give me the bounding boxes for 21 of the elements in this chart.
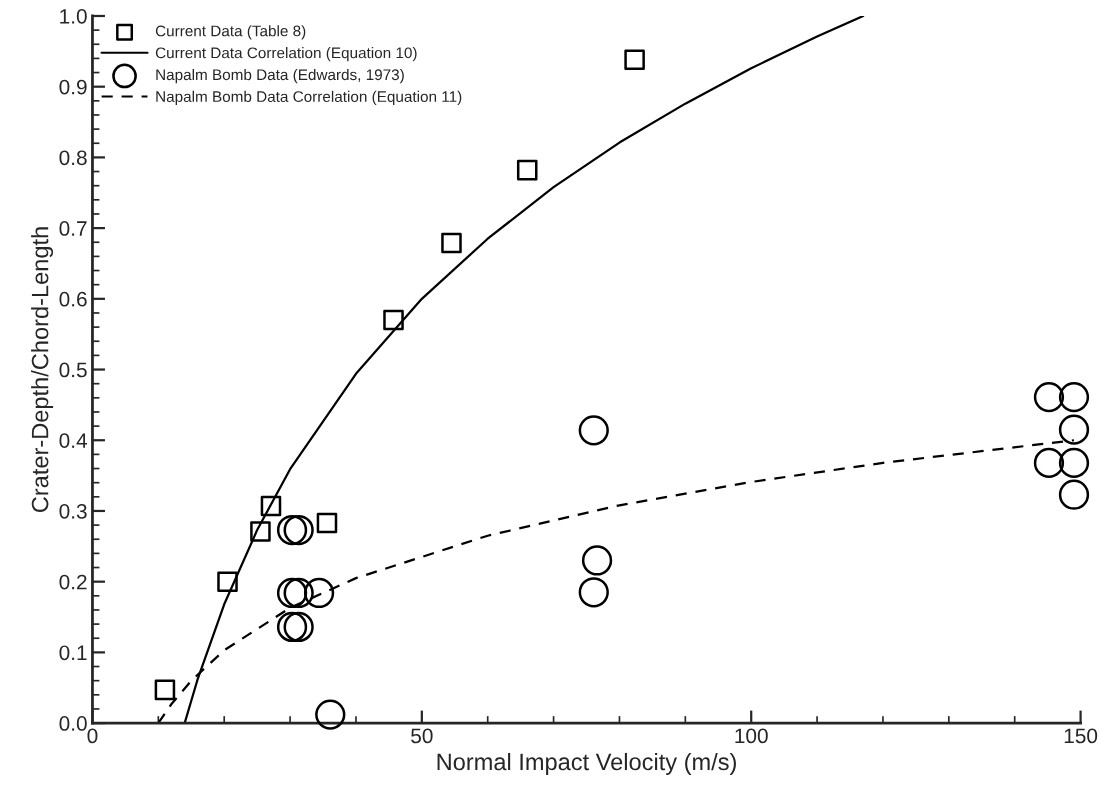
y-tick-label: 0.4 bbox=[59, 433, 87, 448]
y-tick-label: 0.9 bbox=[59, 79, 87, 95]
x-axis-title: Normal Impact Velocity (m/s) bbox=[437, 752, 736, 775]
y-tick-label: 0.8 bbox=[59, 150, 87, 166]
y-tick-label: 0.3 bbox=[59, 503, 87, 519]
x-tick-label: 100 bbox=[735, 728, 768, 744]
y-tick-label: 0.2 bbox=[59, 574, 87, 590]
y-tick-label: 0.1 bbox=[59, 645, 87, 661]
x-tick-label: 0 bbox=[87, 728, 98, 744]
y-tick-label: 0.7 bbox=[59, 221, 87, 236]
y-tick-label: 1.0 bbox=[60, 8, 87, 24]
x-tick-label: 150 bbox=[1064, 728, 1098, 744]
legend-label: Current Data (Table 8) bbox=[155, 25, 306, 40]
x-tick-label: 50 bbox=[411, 728, 433, 744]
y-tick-label: 0.5 bbox=[59, 362, 87, 378]
y-axis-title: Crater-Depth/Chord-Length bbox=[31, 227, 54, 513]
legend-label: Current Data Correlation (Equation 10) bbox=[155, 47, 417, 62]
legend-label: Napalm Bomb Data Correlation (Equation 11) bbox=[156, 90, 462, 106]
legend-label: Napalm Bomb Data (Edwards, 1973) bbox=[156, 68, 404, 84]
y-tick-label: 0.6 bbox=[59, 291, 87, 307]
y-tick-label: 0.0 bbox=[59, 716, 87, 731]
